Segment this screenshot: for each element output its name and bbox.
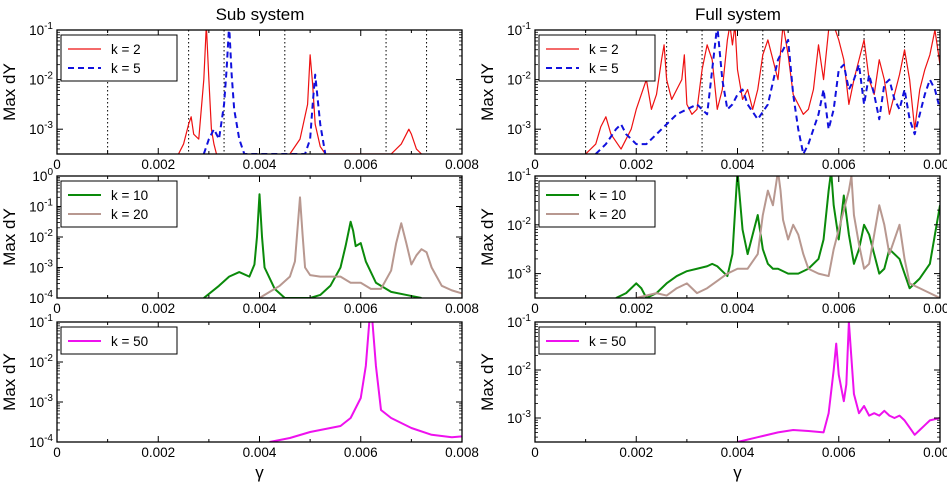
y-tick-label: 10-3 (507, 265, 531, 282)
y-tick-label: 10-4 (29, 289, 53, 306)
y-tick-label: 10-1 (507, 167, 531, 184)
x-tick-label: 0.004 (721, 157, 755, 172)
y-axis-label: Max dY (478, 208, 497, 266)
y-tick-label: 10-1 (29, 198, 53, 215)
x-tick-label: 0.008 (445, 301, 479, 316)
y-tick-label: 10-3 (29, 259, 53, 276)
x-tick-label: 0.004 (243, 445, 277, 460)
panel-full-bot: 0 0.002 0.004 0.006 0.008 10-3 10-2 10-1 Max dY γ… (478, 313, 947, 482)
series-line-k10 (203, 193, 422, 298)
panel-full-top: 0 0.002 0.004 0.006 0.008 10-3 10-2 10-1 Max dY k… (478, 21, 947, 172)
x-tick-label: 0.002 (141, 445, 175, 460)
series-line-k2 (585, 30, 940, 154)
x-tick-label: 0 (531, 445, 539, 460)
series-line-k5 (595, 30, 940, 154)
y-tick-label: 10-3 (29, 120, 53, 137)
x-tick-label: 0.002 (141, 301, 175, 316)
y-tick-label: 10-1 (29, 21, 53, 38)
x-tick-label: 0 (531, 157, 539, 172)
legend-label: k = 10 (589, 188, 626, 203)
y-tick-label: 10-2 (507, 361, 531, 378)
panel-full-mid: 0 0.002 0.004 0.006 0.008 10-3 10-2 10-1 Max dY k… (478, 167, 947, 316)
x-tick-label: 0 (531, 301, 539, 316)
column-title-sub: Sub system (216, 5, 305, 24)
x-tick-label: 0.006 (822, 157, 856, 172)
legend-label: k = 2 (111, 42, 141, 57)
y-tick-label: 10-3 (507, 120, 531, 137)
x-tick-label: 0 (53, 301, 61, 316)
legend-label: k = 20 (589, 207, 626, 222)
x-tick-label: 0.006 (822, 445, 856, 460)
x-tick-label: 0.004 (243, 301, 277, 316)
y-tick-label: 10-4 (29, 433, 53, 450)
series-line-k20 (636, 176, 940, 298)
y-axis-label: Max dY (0, 63, 19, 121)
y-tick-label: 10-3 (507, 409, 531, 426)
x-tick-label: 0.002 (141, 157, 175, 172)
legend-label: k = 50 (111, 334, 148, 349)
y-tick-label: 10-1 (29, 313, 53, 330)
series-line-k5 (202, 30, 327, 154)
x-tick-label: 0 (53, 445, 61, 460)
x-tick-label: 0.002 (619, 445, 653, 460)
legend-label: k = 50 (589, 334, 626, 349)
x-tick-label: 0.006 (822, 301, 856, 316)
y-tick-label: 10-2 (507, 71, 531, 88)
column-title-full: Full system (695, 5, 781, 24)
x-tick-label: 0.006 (344, 445, 378, 460)
x-tick-label: 0.008 (445, 445, 479, 460)
x-tick-label: 0.008 (923, 445, 947, 460)
y-tick-label: 10-1 (507, 21, 531, 38)
y-axis-label: Max dY (478, 353, 497, 411)
legend-box (60, 180, 178, 228)
y-tick-label: 10-1 (507, 313, 531, 330)
x-axis-label: γ (733, 463, 742, 482)
series-line-k50 (269, 322, 462, 442)
legend-label: k = 20 (111, 207, 148, 222)
y-axis-label: Max dY (0, 208, 19, 266)
x-tick-label: 0.004 (243, 157, 277, 172)
legend-box (538, 34, 656, 82)
y-tick-label: 10-2 (29, 228, 53, 245)
panel-sub-bot: 0 0.002 0.004 0.006 0.008 10-4 10-3 10-2 10-1 Max… (0, 313, 479, 482)
y-tick-label: 100 (32, 167, 53, 184)
series-line-k50 (737, 322, 940, 442)
panel-sub-mid: 0 0.002 0.004 0.006 0.008 10-4 10-3 10-2 10-1 100… (0, 167, 479, 316)
y-axis-label: Max dY (0, 353, 19, 411)
legend-label: k = 2 (589, 42, 619, 57)
x-tick-label: 0 (53, 157, 61, 172)
y-axis-label: Max dY (478, 63, 497, 121)
series-line-k20 (258, 196, 462, 298)
x-tick-label: 0.006 (344, 157, 378, 172)
legend-label: k = 5 (589, 61, 619, 76)
series-line-k2 (177, 30, 422, 154)
legend-box (538, 180, 656, 228)
y-tick-label: 10-2 (507, 216, 531, 233)
x-axis-label: γ (255, 463, 264, 482)
x-tick-label: 0.002 (619, 157, 653, 172)
x-tick-label: 0.004 (721, 301, 755, 316)
x-tick-label: 0.002 (619, 301, 653, 316)
panel-sub-top: 0 0.002 0.004 0.006 0.008 10-3 10-2 10-1 Max dY k… (0, 21, 479, 172)
legend-box (60, 34, 178, 82)
y-tick-label: 10-2 (29, 71, 53, 88)
x-tick-label: 0.006 (344, 301, 378, 316)
y-tick-label: 10-3 (29, 393, 53, 410)
x-tick-label: 0.004 (721, 445, 755, 460)
legend-box (60, 326, 178, 355)
x-tick-label: 0.008 (923, 301, 947, 316)
y-tick-label: 10-2 (29, 353, 53, 370)
series-line-k10 (615, 176, 940, 298)
x-tick-label: 0.008 (445, 157, 479, 172)
legend-label: k = 5 (111, 61, 141, 76)
x-tick-label: 0.008 (923, 157, 947, 172)
legend-label: k = 10 (111, 188, 148, 203)
